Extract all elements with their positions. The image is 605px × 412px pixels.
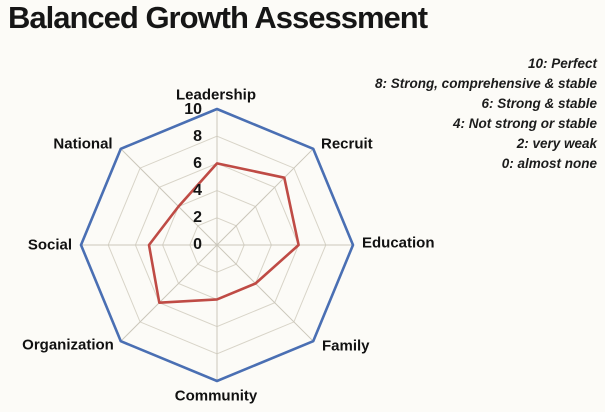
axis-label-leadership: Leadership bbox=[175, 86, 257, 104]
outer-ring bbox=[79, 107, 355, 383]
tick-label-0: 0 bbox=[193, 236, 202, 253]
tick-label-8: 8 bbox=[193, 128, 202, 145]
axis-label-social: Social bbox=[27, 236, 72, 254]
scale-legend-line-2: 2: very weak bbox=[516, 136, 597, 151]
tick-label-4: 4 bbox=[193, 182, 202, 199]
axis-label-recruit: Recruit bbox=[321, 135, 373, 153]
axis-spokes bbox=[81, 109, 353, 381]
scale-legend: 10: Perfect 8: Strong, comprehensive & s… bbox=[375, 54, 597, 174]
page-title: Balanced Growth Assessment bbox=[8, 0, 428, 35]
scale-legend-line-0: 0: almost none bbox=[501, 156, 597, 171]
tick-label-2: 2 bbox=[193, 209, 202, 226]
scale-legend-line-4: 4: Not strong or stable bbox=[452, 116, 597, 131]
scale-legend-line-10: 10: Perfect bbox=[527, 56, 597, 71]
data-polygon bbox=[147, 162, 300, 305]
scale-legend-line-8: 8: Strong, comprehensive & stable bbox=[374, 76, 597, 91]
axis-label-education: Education bbox=[362, 234, 435, 252]
tick-label-10: 10 bbox=[184, 101, 202, 118]
axis-label-organization: Organization bbox=[22, 336, 114, 354]
axis-label-family: Family bbox=[322, 337, 370, 355]
scale-legend-line-6: 6: Strong & stable bbox=[481, 96, 597, 111]
tick-label-6: 6 bbox=[193, 155, 202, 172]
axis-label-community: Community bbox=[174, 387, 258, 405]
axis-label-national: National bbox=[53, 135, 113, 153]
